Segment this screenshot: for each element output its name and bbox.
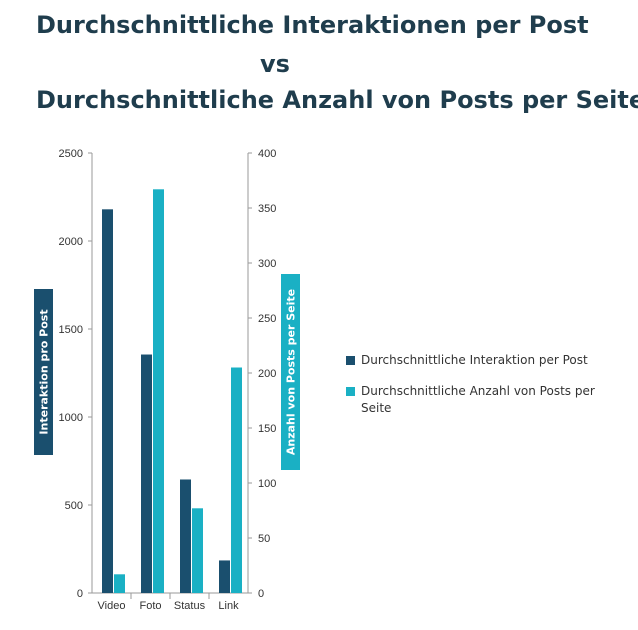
chart-legend: Durchschnittliche Interaktion per Post D… bbox=[346, 352, 606, 431]
y-right-tick-label: 350 bbox=[258, 203, 276, 215]
y-right-tick-label: 50 bbox=[258, 533, 270, 545]
y-right-axis-label: Anzahl von Posts per Seite bbox=[285, 289, 298, 455]
legend-item-interaktion: Durchschnittliche Interaktion per Post bbox=[346, 352, 606, 369]
legend-item-anzahl: Durchschnittliche Anzahl von Posts per S… bbox=[346, 383, 606, 417]
chart-title-line-1: Durchschnittliche Interaktionen per Post bbox=[36, 11, 589, 39]
x-category-label: Status bbox=[174, 600, 206, 612]
y-left-label-box bbox=[34, 289, 53, 455]
legend-label-anzahl: Durchschnittliche Anzahl von Posts per S… bbox=[361, 384, 595, 415]
y-right-tick-label: 300 bbox=[258, 258, 276, 270]
legend-label-interaktion: Durchschnittliche Interaktion per Post bbox=[361, 353, 588, 367]
bar-anzahl-video bbox=[114, 574, 125, 593]
y-right-label-box bbox=[281, 274, 300, 470]
bar-interaktion-video bbox=[102, 209, 113, 593]
y-right-tick-label: 250 bbox=[258, 313, 276, 325]
bar-interaktion-status bbox=[180, 479, 191, 593]
bar-anzahl-link bbox=[231, 367, 242, 593]
y-right-tick-label: 0 bbox=[258, 588, 264, 600]
y-left-tick-label: 500 bbox=[65, 500, 83, 512]
y-right-tick-label: 150 bbox=[258, 423, 276, 435]
y-left-tick-label: 1000 bbox=[59, 412, 83, 424]
chart-title-vs: vs bbox=[260, 50, 290, 78]
x-category-label: Video bbox=[98, 600, 126, 612]
legend-swatch-anzahl bbox=[346, 387, 355, 396]
y-left-tick-label: 2500 bbox=[59, 148, 83, 160]
y-right-tick-label: 200 bbox=[258, 368, 276, 380]
y-left-axis-label: Interaktion pro Post bbox=[38, 309, 51, 434]
bar-interaktion-link bbox=[219, 560, 230, 593]
bar-anzahl-foto bbox=[153, 189, 164, 594]
y-right-tick-label: 400 bbox=[258, 148, 276, 160]
bar-interaktion-foto bbox=[141, 354, 152, 593]
bar-anzahl-status bbox=[192, 508, 203, 593]
legend-swatch-interaktion bbox=[346, 356, 355, 365]
y-right-tick-label: 100 bbox=[258, 478, 276, 490]
x-category-label: Foto bbox=[139, 600, 161, 612]
chart-title-line-3: Durchschnittliche Anzahl von Posts per S… bbox=[36, 86, 638, 114]
y-left-tick-label: 1500 bbox=[59, 324, 83, 336]
y-left-tick-label: 0 bbox=[77, 588, 83, 600]
y-left-tick-label: 2000 bbox=[59, 236, 83, 248]
x-category-label: Link bbox=[218, 600, 239, 612]
